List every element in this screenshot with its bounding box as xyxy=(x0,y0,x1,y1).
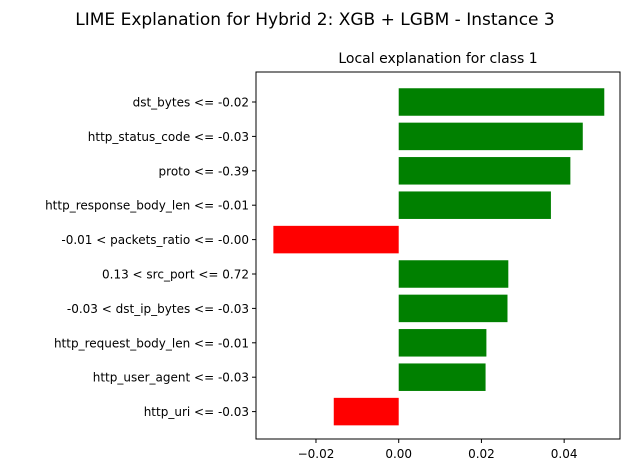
x-tick-label-1: 0.00 xyxy=(385,447,412,461)
y-tick-label-2: proto <= -0.39 xyxy=(159,164,249,178)
y-tick-label-1: http_status_code <= -0.03 xyxy=(88,130,249,144)
bar-1 xyxy=(398,122,583,151)
y-tick-label-4: -0.01 < packets_ratio <= -0.00 xyxy=(61,233,249,247)
bar-7 xyxy=(398,329,487,357)
chart-title: Local explanation for class 1 xyxy=(338,51,537,67)
bar-5 xyxy=(398,260,509,288)
y-ticks-group: dst_bytes <= -0.02 http_status_code <= -0… xyxy=(45,96,256,419)
x-tick-label-3: 0.04 xyxy=(551,447,578,461)
bar-3 xyxy=(398,191,551,219)
x-tick-label-0: −0.02 xyxy=(298,447,335,461)
y-tick-label-3: http_response_body_len <= -0.01 xyxy=(45,199,249,213)
x-ticks-group: −0.02 0.00 0.02 0.04 xyxy=(298,439,578,461)
bar-9 xyxy=(333,397,399,426)
plot-frame xyxy=(255,71,621,440)
bars-group xyxy=(273,88,605,426)
bar-2 xyxy=(398,157,571,185)
y-tick-label-5: 0.13 < src_port <= 0.72 xyxy=(102,268,249,282)
bar-6 xyxy=(398,294,508,323)
bar-4 xyxy=(273,225,399,254)
y-tick-label-0: dst_bytes <= -0.02 xyxy=(133,96,249,110)
y-tick-label-9: http_uri <= -0.03 xyxy=(144,405,249,419)
x-tick-label-2: 0.02 xyxy=(468,447,495,461)
y-tick-label-7: http_request_body_len <= -0.01 xyxy=(54,336,249,350)
bar-0 xyxy=(398,88,605,116)
chart-suptitle: LIME Explanation for Hybrid 2: XGB + LGB… xyxy=(75,10,554,30)
bar-8 xyxy=(398,363,486,391)
y-tick-label-8: http_user_agent <= -0.03 xyxy=(93,371,249,385)
y-tick-label-6: -0.03 < dst_ip_bytes <= -0.03 xyxy=(67,302,249,316)
